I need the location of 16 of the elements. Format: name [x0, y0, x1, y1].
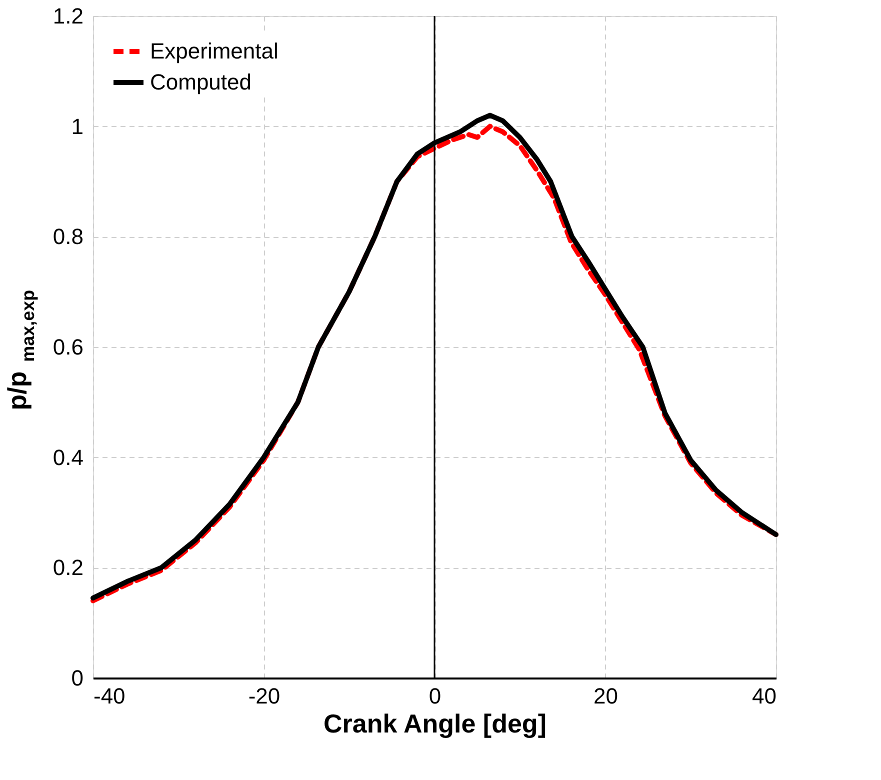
legend-label: Experimental: [150, 38, 278, 64]
x-axis-title: Crank Angle [deg]: [324, 708, 546, 738]
x-tick-label: 40: [752, 684, 776, 708]
legend-label: Computed: [150, 70, 252, 94]
y-tick-label: 1: [71, 114, 84, 139]
y-tick-label: 1.2: [52, 4, 84, 28]
y-tick-label: 0: [71, 666, 84, 690]
x-tick-label: -40: [94, 684, 126, 708]
y-tick-label: 0.4: [52, 444, 84, 470]
x-tick-label: -20: [248, 684, 280, 708]
x-tick-label: 20: [594, 684, 618, 708]
y-tick-label: 0.6: [52, 334, 84, 360]
y-tick-label: 0.8: [52, 224, 84, 250]
y-axis-title: p/pmax,exp: [2, 290, 38, 410]
x-tick-label: 0: [428, 684, 442, 708]
y-tick-label: 0.2: [52, 555, 84, 580]
